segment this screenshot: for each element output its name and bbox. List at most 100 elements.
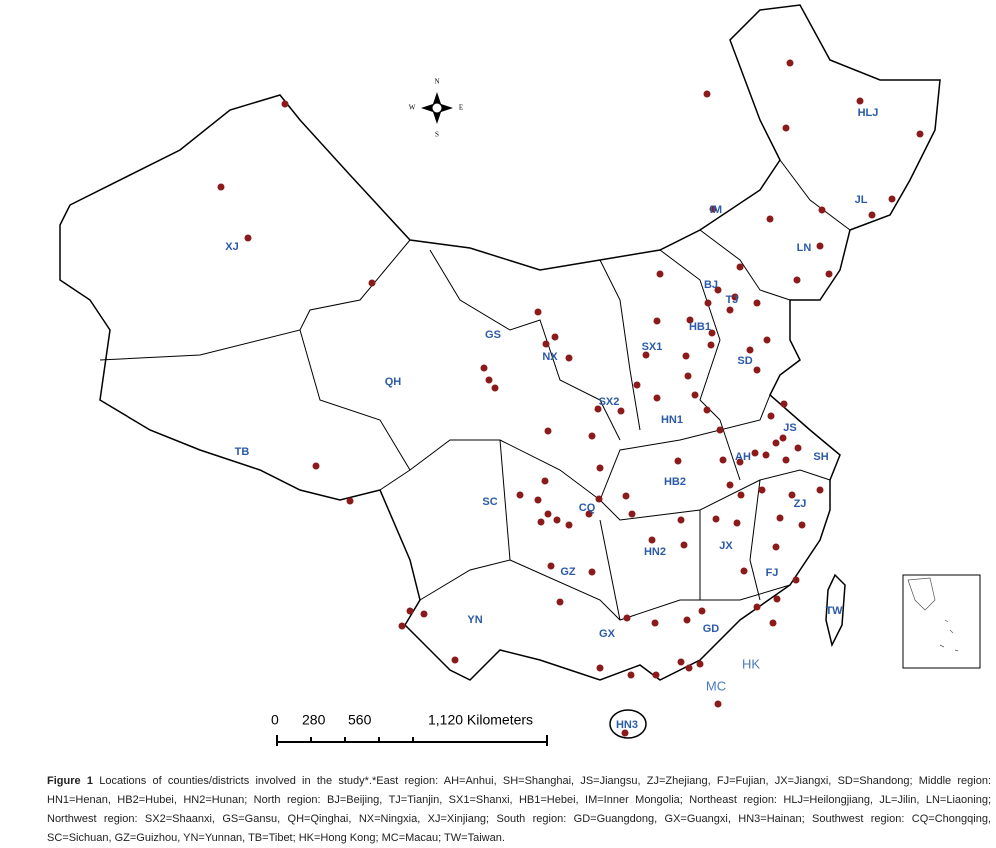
site-dot — [766, 215, 774, 223]
site-dot — [753, 366, 761, 374]
site-dot — [726, 306, 734, 314]
taiwan — [825, 573, 846, 648]
compass-rose — [421, 92, 453, 124]
site-dot — [544, 510, 552, 518]
site-dot — [312, 462, 320, 470]
site-dot — [485, 376, 493, 384]
site-dot — [740, 567, 748, 575]
site-dot — [677, 516, 685, 524]
site-dot — [368, 279, 376, 287]
site-dot — [776, 514, 784, 522]
site-dot — [709, 205, 717, 213]
site-dot — [733, 519, 741, 527]
compass-letter: W — [409, 104, 416, 112]
site-dot — [736, 263, 744, 271]
region-label: SX1 — [642, 341, 663, 353]
site-dot — [565, 354, 573, 362]
compass-letter: N — [434, 78, 439, 86]
site-dot — [622, 492, 630, 500]
site-dot — [596, 464, 604, 472]
site-dot — [714, 700, 722, 708]
region-label: HN1 — [661, 414, 683, 426]
site-dot — [780, 400, 788, 408]
site-dot — [772, 439, 780, 447]
compass-letter: S — [435, 131, 439, 139]
site-dot — [746, 346, 754, 354]
site-dot — [653, 394, 661, 402]
scale-label: 0 — [271, 712, 279, 728]
region-label: GS — [485, 329, 501, 341]
site-dot — [782, 124, 790, 132]
site-dot — [217, 183, 225, 191]
site-dot — [491, 384, 499, 392]
site-dot — [736, 458, 744, 466]
site-dot — [565, 521, 573, 529]
site-dot — [696, 660, 704, 668]
region-label: JX — [719, 540, 733, 552]
region-label: FJ — [766, 567, 779, 579]
site-dot — [825, 270, 833, 278]
site-dot — [684, 372, 692, 380]
site-dot — [648, 536, 656, 544]
site-dot — [398, 622, 406, 630]
site-dot — [621, 729, 629, 737]
site-dot — [516, 491, 524, 499]
site-dot — [719, 456, 727, 464]
region-label: TB — [235, 446, 250, 458]
region-label: GZ — [560, 566, 576, 578]
special-region-label: MC — [706, 678, 726, 693]
site-dot — [779, 434, 787, 442]
site-dot — [685, 664, 693, 672]
caption-label: Figure 1 — [47, 775, 93, 787]
inset-box — [902, 574, 981, 669]
scale-label: 280 — [302, 712, 326, 728]
region-label: JL — [855, 194, 868, 206]
site-dot — [707, 341, 715, 349]
site-dot — [617, 407, 625, 415]
site-dot — [703, 406, 711, 414]
region-label: HN2 — [644, 546, 666, 558]
site-dot — [818, 206, 826, 214]
site-dot — [547, 562, 555, 570]
site-dot — [588, 568, 596, 576]
site-dot — [786, 59, 794, 67]
site-dot — [856, 97, 864, 105]
site-dot — [737, 491, 745, 499]
site-dot — [868, 211, 876, 219]
region-label: LN — [797, 242, 812, 254]
region-label: SC — [482, 496, 497, 508]
site-dot — [751, 449, 759, 457]
site-dot — [794, 444, 802, 452]
site-dot — [628, 510, 636, 518]
site-dot — [596, 664, 604, 672]
site-dot — [767, 412, 775, 420]
site-dot — [406, 607, 414, 615]
region-label: HN3 — [616, 719, 638, 731]
site-dot — [888, 195, 896, 203]
site-dot — [798, 521, 806, 529]
site-dot — [758, 486, 766, 494]
site-dot — [674, 457, 682, 465]
scale-bar — [276, 735, 548, 746]
site-dot — [762, 451, 770, 459]
site-dot — [653, 317, 661, 325]
site-dot — [585, 510, 593, 518]
site-dot — [480, 364, 488, 372]
site-dot — [553, 516, 561, 524]
site-dot — [656, 270, 664, 278]
region-label: YN — [467, 614, 482, 626]
site-dot — [772, 543, 780, 551]
special-region-label: HK — [742, 656, 760, 671]
site-dot — [704, 299, 712, 307]
site-dot — [651, 619, 659, 627]
compass-letter: E — [459, 104, 463, 112]
site-dot — [623, 614, 631, 622]
site-dot — [595, 495, 603, 503]
region-label: TW — [825, 605, 843, 617]
site-dot — [698, 607, 706, 615]
scale-label: 560 — [348, 712, 372, 728]
site-dot — [683, 616, 691, 624]
region-label: QH — [385, 376, 402, 388]
site-dot — [793, 276, 801, 284]
caption: Figure 1 Locations of counties/districts… — [47, 772, 991, 848]
